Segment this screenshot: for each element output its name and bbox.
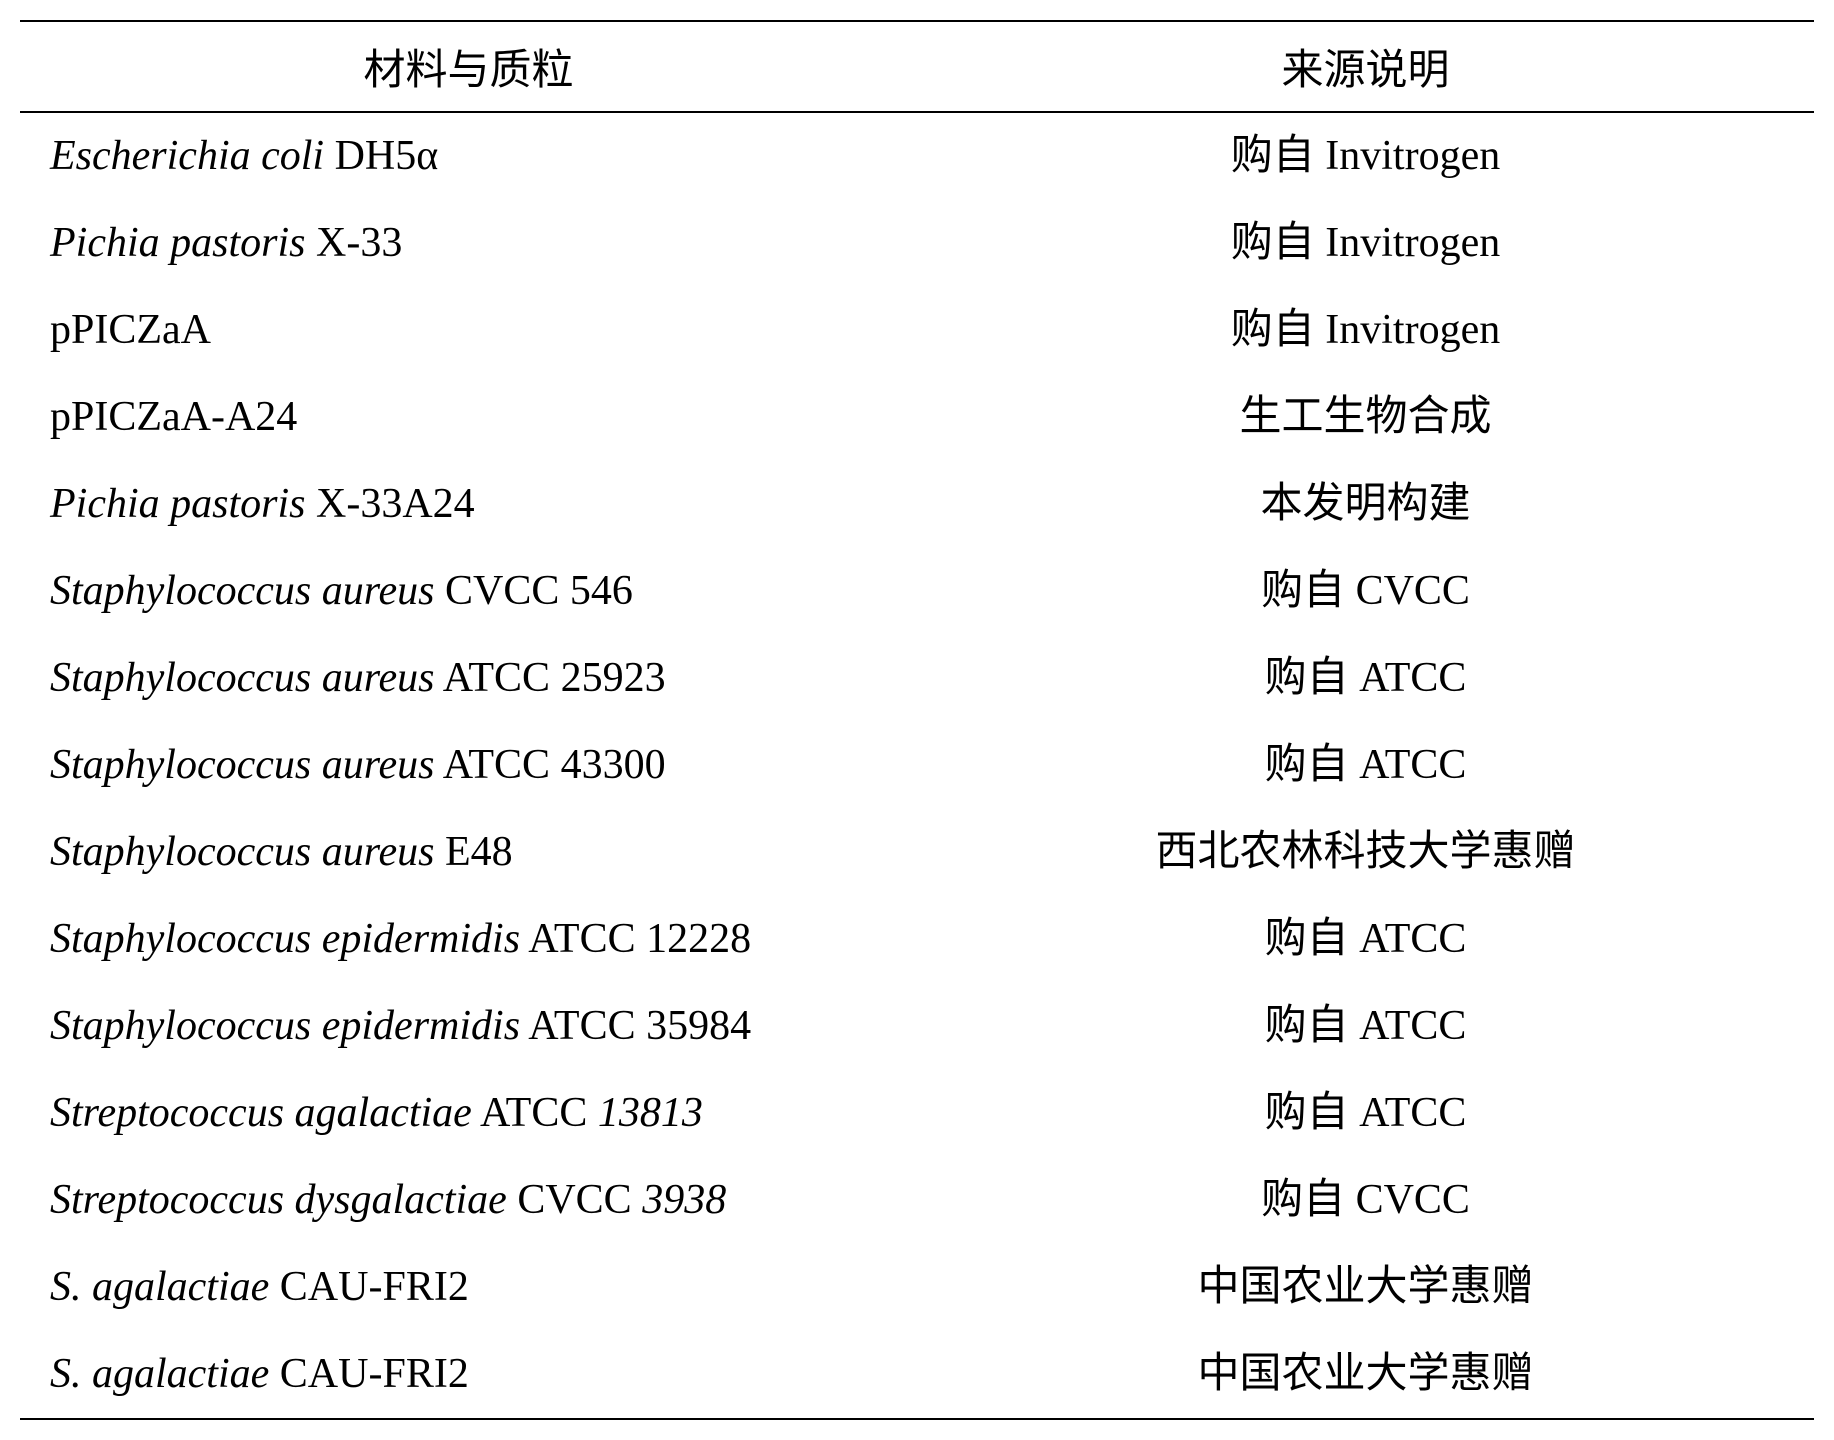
material-cell: S. agalactiae CAU-FRI2 <box>20 1244 917 1331</box>
source-cell: 购自 ATCC <box>917 1070 1814 1157</box>
table-row: Streptococcus dysgalactiae CVCC 3938购自 C… <box>20 1157 1814 1244</box>
source-cell: 购自 Invitrogen <box>917 112 1814 200</box>
material-prefix: Streptococcus agalactiae <box>50 1090 472 1136</box>
material-suffix: DH5α <box>324 133 438 179</box>
material-cell: Staphylococcus aureus E48 <box>20 809 917 896</box>
material-prefix: Staphylococcus epidermidis <box>50 916 520 962</box>
material-prefix: pPICZaA-A24 <box>50 394 297 440</box>
source-cell: 购自 CVCC <box>917 1157 1814 1244</box>
material-cell: Staphylococcus aureus ATCC 43300 <box>20 722 917 809</box>
material-prefix: Staphylococcus aureus <box>50 568 435 614</box>
table-row: Staphylococcus epidermidis ATCC 35984购自 … <box>20 983 1814 1070</box>
table-row: Staphylococcus aureus E48西北农林科技大学惠赠 <box>20 809 1814 896</box>
material-suffix-plain: CVCC <box>507 1177 632 1223</box>
table-row: Staphylococcus aureus CVCC 546购自 CVCC <box>20 548 1814 635</box>
material-suffix: ATCC 25923 <box>435 655 666 701</box>
table-row: Pichia pastoris X-33购自 Invitrogen <box>20 200 1814 287</box>
table-row: S. agalactiae CAU-FRI2中国农业大学惠赠 <box>20 1331 1814 1419</box>
column-header-source: 来源说明 <box>917 21 1814 112</box>
table-row: pPICZaA-A24 生工生物合成 <box>20 374 1814 461</box>
material-prefix: Pichia pastoris <box>50 220 306 266</box>
material-cell: Streptococcus dysgalactiae CVCC 3938 <box>20 1157 917 1244</box>
material-suffix: ATCC 12228 <box>520 916 751 962</box>
source-cell: 购自 Invitrogen <box>917 287 1814 374</box>
table-row: Staphylococcus aureus ATCC 25923购自 ATCC <box>20 635 1814 722</box>
table-row: Staphylococcus aureus ATCC 43300购自 ATCC <box>20 722 1814 809</box>
material-cell: Staphylococcus aureus ATCC 25923 <box>20 635 917 722</box>
table-row: Escherichia coli DH5α购自 Invitrogen <box>20 112 1814 200</box>
source-cell: 购自 ATCC <box>917 896 1814 983</box>
source-cell: 购自 ATCC <box>917 983 1814 1070</box>
table-row: Pichia pastoris X-33A24本发明构建 <box>20 461 1814 548</box>
material-cell: Pichia pastoris X-33 <box>20 200 917 287</box>
material-cell: Pichia pastoris X-33A24 <box>20 461 917 548</box>
material-prefix: Streptococcus dysgalactiae <box>50 1177 507 1223</box>
material-suffix: CVCC 546 <box>435 568 633 614</box>
material-prefix: Staphylococcus aureus <box>50 742 435 788</box>
material-suffix: X-33 <box>306 220 403 266</box>
material-prefix: pPICZaA <box>50 307 211 353</box>
material-suffix: ATCC 43300 <box>435 742 666 788</box>
table-row: Staphylococcus epidermidis ATCC 12228购自 … <box>20 896 1814 983</box>
source-cell: 购自 ATCC <box>917 722 1814 809</box>
material-suffix: X-33A24 <box>306 481 475 527</box>
source-cell: 中国农业大学惠赠 <box>917 1244 1814 1331</box>
material-cell: Escherichia coli DH5α <box>20 112 917 200</box>
material-cell: Staphylococcus aureus CVCC 546 <box>20 548 917 635</box>
material-suffix: E48 <box>435 829 513 875</box>
material-cell: Streptococcus agalactiae ATCC 13813 <box>20 1070 917 1157</box>
material-cell: Staphylococcus epidermidis ATCC 12228 <box>20 896 917 983</box>
materials-table: 材料与质粒 来源说明 Escherichia coli DH5α购自 Invit… <box>20 20 1814 1420</box>
material-suffix: CAU-FRI2 <box>269 1351 469 1397</box>
material-cell: S. agalactiae CAU-FRI2 <box>20 1331 917 1419</box>
table-row: Streptococcus agalactiae ATCC 13813购自 AT… <box>20 1070 1814 1157</box>
materials-table-container: 材料与质粒 来源说明 Escherichia coli DH5α购自 Invit… <box>20 20 1814 1420</box>
source-cell: 生工生物合成 <box>917 374 1814 461</box>
source-cell: 中国农业大学惠赠 <box>917 1331 1814 1419</box>
material-prefix: Escherichia coli <box>50 133 324 179</box>
source-cell: 西北农林科技大学惠赠 <box>917 809 1814 896</box>
column-header-material: 材料与质粒 <box>20 21 917 112</box>
material-cell: pPICZaA-A24 <box>20 374 917 461</box>
material-prefix: Staphylococcus aureus <box>50 655 435 701</box>
material-prefix: Staphylococcus epidermidis <box>50 1003 520 1049</box>
source-cell: 购自 ATCC <box>917 635 1814 722</box>
material-prefix: Pichia pastoris <box>50 481 306 527</box>
material-prefix: S. agalactiae <box>50 1351 269 1397</box>
source-cell: 购自 Invitrogen <box>917 200 1814 287</box>
material-prefix: S. agalactiae <box>50 1264 269 1310</box>
source-cell: 本发明构建 <box>917 461 1814 548</box>
material-suffix: CAU-FRI2 <box>269 1264 469 1310</box>
table-row: pPICZaA 购自 Invitrogen <box>20 287 1814 374</box>
material-suffix-plain: ATCC <box>472 1090 588 1136</box>
material-suffix: ATCC 35984 <box>520 1003 751 1049</box>
material-suffix-italic: 3938 <box>632 1177 727 1223</box>
material-suffix-italic: 13813 <box>587 1090 703 1136</box>
material-cell: pPICZaA <box>20 287 917 374</box>
material-cell: Staphylococcus epidermidis ATCC 35984 <box>20 983 917 1070</box>
table-header-row: 材料与质粒 来源说明 <box>20 21 1814 112</box>
table-row: S. agalactiae CAU-FRI2中国农业大学惠赠 <box>20 1244 1814 1331</box>
material-prefix: Staphylococcus aureus <box>50 829 435 875</box>
source-cell: 购自 CVCC <box>917 548 1814 635</box>
